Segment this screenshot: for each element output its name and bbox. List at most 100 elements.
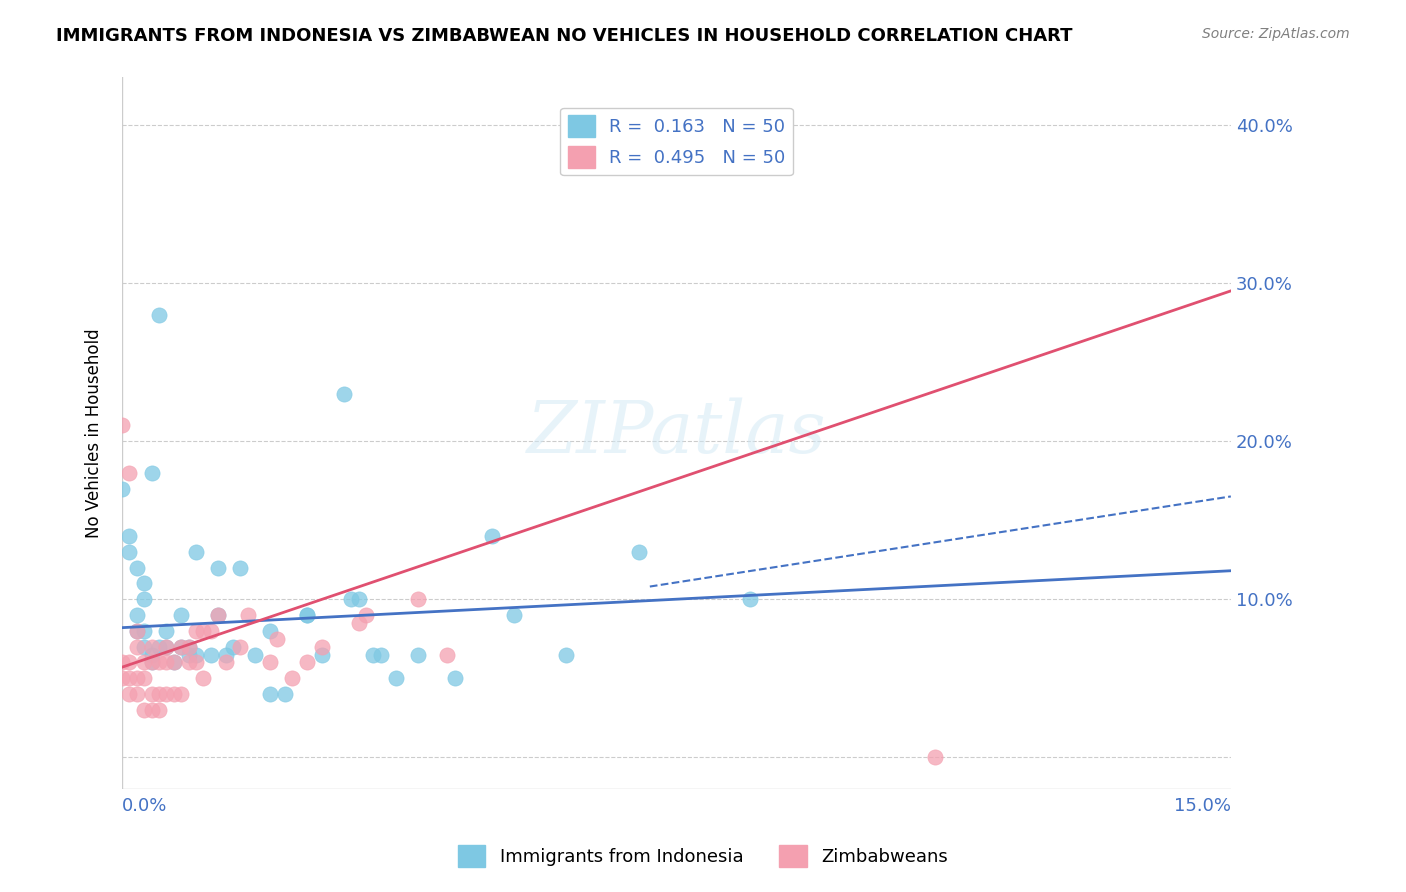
Point (118, 687, 141, 701)
Point (118, 466, 141, 480)
Point (118, 656, 141, 670)
Point (134, 703, 156, 717)
Point (554, 648, 576, 662)
Point (266, 632, 288, 646)
Point (665, 149, 688, 163)
Point (125, 607, 148, 622)
Point (502, 607, 524, 622)
Point (170, 640, 193, 654)
Point (333, 386, 356, 401)
Point (177, 648, 200, 662)
Text: ZIPatlas: ZIPatlas (527, 398, 827, 468)
Legend: R =  0.163   N = 50, R =  0.495   N = 50: R = 0.163 N = 50, R = 0.495 N = 50 (561, 108, 793, 176)
Point (155, 640, 177, 654)
Point (148, 687, 170, 701)
Point (111, 482, 134, 496)
Point (481, 529, 503, 543)
Point (193, 624, 215, 638)
Point (184, 624, 207, 638)
Point (229, 640, 252, 654)
Point (406, 592, 429, 607)
Point (155, 656, 177, 670)
Point (125, 624, 148, 638)
Point (193, 671, 215, 685)
Point (163, 656, 186, 670)
Legend: Immigrants from Indonesia, Zimbabweans: Immigrants from Indonesia, Zimbabweans (451, 838, 955, 874)
Point (141, 687, 163, 701)
Point (200, 624, 222, 638)
Point (311, 640, 333, 654)
Point (207, 607, 229, 622)
Point (134, 640, 156, 654)
Point (207, 607, 229, 622)
Point (347, 615, 370, 630)
Point (148, 703, 170, 717)
Point (125, 671, 148, 685)
Point (141, 466, 163, 480)
Point (134, 671, 156, 685)
Point (163, 687, 186, 701)
Point (384, 671, 406, 685)
Text: 15.0%: 15.0% (1174, 797, 1230, 814)
Point (207, 560, 229, 574)
Point (243, 648, 266, 662)
Point (148, 308, 170, 322)
Point (184, 656, 207, 670)
Point (125, 560, 148, 574)
Point (295, 607, 318, 622)
Point (177, 640, 200, 654)
Point (141, 640, 163, 654)
Point (436, 648, 458, 662)
Point (259, 687, 281, 701)
Point (924, 750, 946, 764)
Point (134, 656, 156, 670)
Point (155, 640, 177, 654)
Point (229, 560, 252, 574)
Point (281, 671, 304, 685)
Point (236, 607, 259, 622)
Point (354, 607, 377, 622)
Point (628, 545, 651, 559)
Point (170, 687, 193, 701)
Text: Source: ZipAtlas.com: Source: ZipAtlas.com (1202, 27, 1350, 41)
Point (363, 648, 385, 662)
Point (740, 592, 762, 607)
Point (295, 607, 318, 622)
Point (222, 640, 245, 654)
Point (134, 624, 156, 638)
Point (111, 418, 134, 433)
Point (406, 648, 429, 662)
Point (111, 671, 134, 685)
Point (184, 648, 207, 662)
Point (134, 592, 156, 607)
Text: 0.0%: 0.0% (122, 797, 167, 814)
Point (295, 656, 318, 670)
Point (370, 648, 392, 662)
Point (163, 656, 186, 670)
Point (443, 671, 465, 685)
Point (141, 656, 163, 670)
Point (148, 640, 170, 654)
Point (141, 703, 163, 717)
Point (125, 687, 148, 701)
Point (141, 648, 163, 662)
Point (141, 656, 163, 670)
Point (155, 687, 177, 701)
Point (134, 576, 156, 591)
Point (214, 648, 236, 662)
Point (273, 687, 295, 701)
Point (214, 656, 236, 670)
Point (148, 656, 170, 670)
Point (311, 648, 333, 662)
Point (200, 648, 222, 662)
Point (177, 656, 200, 670)
Point (259, 624, 281, 638)
Point (111, 656, 134, 670)
Point (118, 671, 141, 685)
Point (125, 640, 148, 654)
Point (118, 545, 141, 559)
Point (170, 607, 193, 622)
Point (259, 656, 281, 670)
Text: IMMIGRANTS FROM INDONESIA VS ZIMBABWEAN NO VEHICLES IN HOUSEHOLD CORRELATION CHA: IMMIGRANTS FROM INDONESIA VS ZIMBABWEAN … (56, 27, 1073, 45)
Y-axis label: No Vehicles in Household: No Vehicles in Household (86, 328, 103, 538)
